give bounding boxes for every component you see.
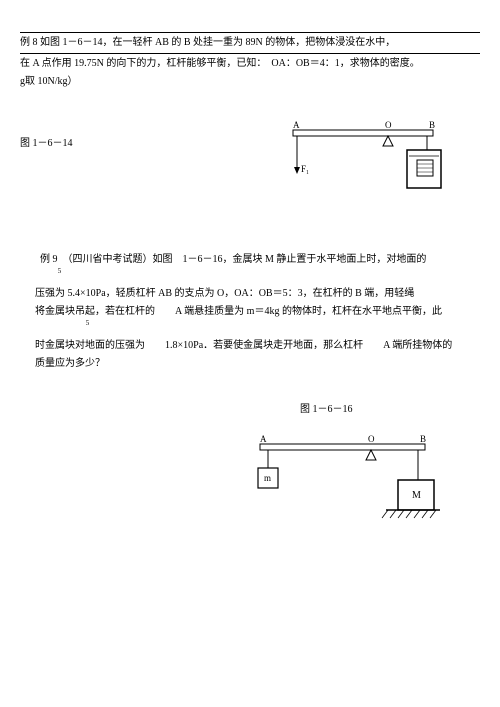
ex9-l2: 5 压强为 5.4×10Pa，轻质杠杆 AB 的支点为 O，OA：OB＝5：3，… — [35, 270, 480, 302]
ex9-l4: 5 时金属块对地面的压强为 1.8×10Pa．若要使金属块走开地面，那么杠杆 A… — [35, 322, 480, 354]
label-A: A — [293, 120, 300, 130]
d2-O: O — [368, 434, 375, 444]
ex9-l5: 质量应为多少？ — [35, 356, 480, 372]
figure-label-2: 图 1－6－16 — [300, 402, 480, 418]
example-9: 例 9 （四川省中考试题）如图 1－6－16，金属块 M 静止置于水平地面上时，… — [20, 252, 480, 372]
d2-A: A — [260, 434, 267, 444]
rule-mid — [20, 53, 480, 54]
label-B: B — [429, 120, 435, 130]
ex8-line1: 例 8 如图 1－6－14，在一轻杆 AB 的 B 处挂一重为 89N 的物体，… — [20, 35, 480, 51]
label-O: O — [385, 120, 392, 130]
diagram-1-6-16: A O B m M — [250, 430, 440, 546]
ex9-l1: 例 9 （四川省中考试题）如图 1－6－16，金属块 M 静止置于水平地面上时，… — [20, 252, 480, 268]
rule-top — [20, 32, 480, 33]
label-F1: F₁ — [301, 164, 309, 174]
ex8-line3: g取 10N/kg） — [20, 74, 480, 90]
diagram-1-6-14: A O B F₁ — [285, 120, 445, 206]
d2-m: m — [264, 473, 271, 483]
d2-M: M — [412, 490, 421, 501]
d2-B: B — [420, 434, 426, 444]
ex8-line2: 在 A 点作用 19.75N 的向下的力，杠杆能够平衡，已知： OA：OB＝4：… — [20, 56, 480, 72]
